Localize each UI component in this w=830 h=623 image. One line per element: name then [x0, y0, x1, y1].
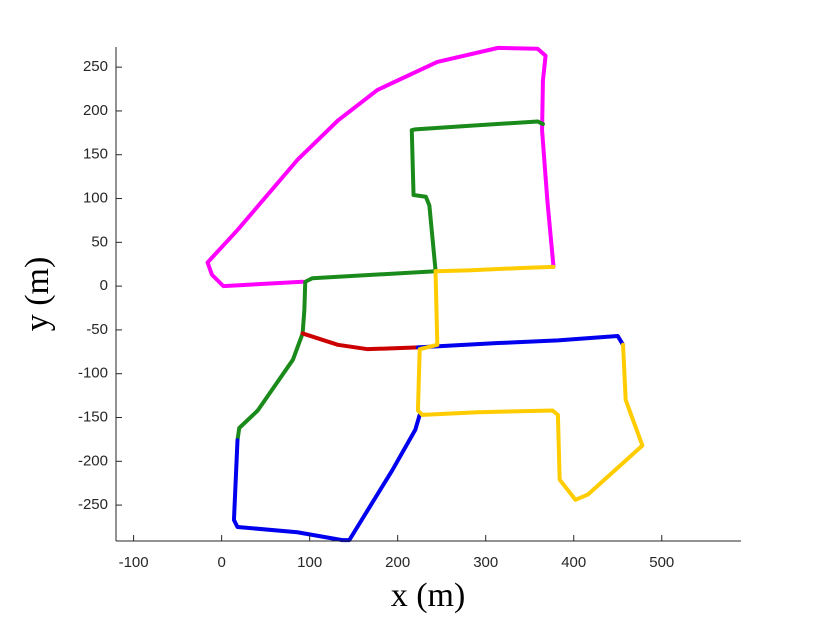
- y-tick-label: -50: [86, 321, 108, 338]
- trajectory-line: [409, 119, 545, 273]
- y-tick-label: 250: [83, 58, 108, 75]
- trajectory-line: [415, 269, 440, 417]
- trajectory-line: [300, 331, 420, 352]
- y-tick-label: 50: [91, 233, 108, 250]
- y-tick-label: 0: [100, 277, 108, 294]
- y-axis-label: y (m): [19, 257, 56, 332]
- x-tick-label: 400: [561, 554, 586, 571]
- y-tick-label: -100: [78, 365, 108, 382]
- x-tick-label: 0: [217, 554, 225, 571]
- y-tick-label: -200: [78, 452, 108, 469]
- trajectory-line: [231, 412, 422, 543]
- x-tick-label: 100: [297, 554, 322, 571]
- trajectory-line: [420, 342, 645, 502]
- x-tick-label: 500: [649, 554, 674, 571]
- trajectory-line: [415, 334, 626, 350]
- y-tick-label: 100: [83, 189, 108, 206]
- x-axis-label: x (m): [391, 577, 466, 614]
- x-tick-label: -100: [119, 554, 149, 571]
- y-tick-label: 150: [83, 146, 108, 163]
- trajectory-line: [433, 264, 556, 274]
- y-tick-label: -150: [78, 408, 108, 425]
- trajectory-line: [205, 45, 556, 289]
- y-tick-label: -250: [78, 496, 108, 513]
- x-tick-label: 200: [385, 554, 410, 571]
- y-tick-label: 200: [83, 102, 108, 119]
- trajectory-line: [300, 269, 438, 336]
- trajectory-line: [235, 331, 305, 443]
- x-tick-label: 300: [473, 554, 498, 571]
